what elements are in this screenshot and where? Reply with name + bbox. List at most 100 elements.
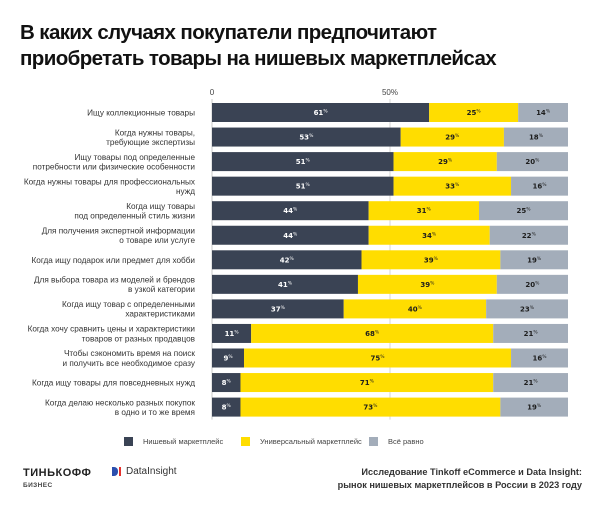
bar-segment-niche [212, 373, 241, 393]
data-label-niche: 42% [280, 256, 295, 265]
data-label-niche: 51% [296, 182, 311, 191]
bar-segment-universal [400, 127, 504, 147]
bar-segment-universal [361, 250, 501, 270]
bar-segment-indifferent [500, 250, 568, 270]
data-label-indifferent: 19% [527, 256, 542, 265]
category-label: потребности или физические особенности [33, 162, 195, 171]
legend: Нишевый маркетплейс Универсальный маркет… [124, 437, 424, 446]
bar-segment-indifferent [500, 397, 568, 417]
data-label-universal: 39% [424, 256, 439, 265]
data-label-universal: 73% [363, 403, 378, 412]
category-label: нужд [176, 187, 195, 196]
bar-segment-niche [212, 299, 344, 319]
data-label-indifferent: 14% [536, 109, 551, 118]
bar-segment-indifferent [486, 299, 568, 319]
bar-segment-indifferent [503, 127, 568, 147]
category-label: Когда нужны товары, [115, 128, 195, 137]
data-label-universal: 25% [467, 109, 482, 118]
bar-segment-niche [212, 127, 401, 147]
legend-item-universal: Универсальный маркетплейс [241, 437, 369, 446]
data-label-indifferent: 20% [525, 158, 540, 167]
data-label-universal: 34% [422, 231, 437, 240]
data-label-niche: 53% [299, 133, 314, 142]
bar-segment-niche [212, 176, 394, 196]
datainsight-logo: DataInsight [112, 466, 177, 477]
data-label-universal: 33% [445, 182, 460, 191]
bar-segment-universal [251, 323, 494, 343]
data-label-indifferent: 19% [527, 403, 542, 412]
bar-segment-universal [393, 152, 497, 172]
data-label-niche: 9% [223, 354, 233, 363]
data-label-universal: 75% [371, 354, 386, 363]
chart-title-line-1: В каких случаях покупатели предпочитают [20, 21, 437, 44]
bar-segment-universal [393, 176, 512, 196]
data-label-niche: 8% [222, 403, 232, 412]
bar-segment-indifferent [496, 274, 568, 294]
bar-segment-universal [343, 299, 487, 319]
chart-title-line-2: приобретать товары на нишевых маркетплей… [20, 47, 497, 70]
data-label-niche: 37% [271, 305, 286, 314]
source-note: Исследование Tinkoff eCommerce и Data In… [338, 466, 582, 492]
data-label-indifferent: 18% [529, 133, 544, 142]
bar-segment-universal [357, 274, 497, 294]
data-label-niche: 61% [314, 109, 329, 118]
category-label: характеристиками [125, 310, 195, 319]
source-line-1: Исследование Tinkoff eCommerce и Data In… [361, 467, 582, 477]
data-label-niche: 51% [296, 158, 311, 167]
category-label: в узкой категории [128, 285, 195, 294]
brand-main: ТИНЬКОФФ [23, 467, 92, 479]
tinkoff-business-logo: ТИНЬКОФФ БИЗНЕС [23, 467, 91, 489]
data-label-indifferent: 20% [525, 280, 540, 289]
category-label: Когда нужны товары для профессиональных [24, 177, 195, 186]
chart-title: В каких случаях покупатели предпочитают … [20, 20, 590, 72]
data-label-universal: 39% [420, 280, 435, 289]
bar-segment-niche [212, 201, 369, 221]
bar-segment-universal [240, 397, 501, 417]
data-label-indifferent: 25% [516, 207, 531, 216]
datainsight-icon [112, 467, 122, 476]
bar-segment-universal [240, 373, 494, 393]
bar-segment-niche [212, 152, 394, 172]
x-tick-label-0: 0 [210, 88, 215, 97]
category-label: под определенный стиль жизни [74, 212, 195, 221]
data-label-universal: 68% [365, 329, 380, 338]
data-label-indifferent: 21% [524, 329, 539, 338]
bar-segment-niche [212, 250, 362, 270]
data-label-indifferent: 16% [533, 182, 548, 191]
legend-item-indifferent: Всё равно [369, 437, 424, 446]
category-label: Когда ищу товары [126, 202, 195, 211]
data-label-niche: 44% [283, 231, 298, 240]
data-label-indifferent: 16% [533, 354, 548, 363]
bar-segment-universal [244, 348, 512, 368]
category-label: Для выбора товара из моделей и брендов [34, 276, 195, 285]
bar-segment-indifferent [493, 373, 568, 393]
bar-segment-indifferent [493, 323, 568, 343]
bar-segment-indifferent [496, 152, 568, 172]
data-label-universal: 31% [417, 207, 432, 216]
bar-segment-universal [368, 225, 490, 245]
bar-segment-indifferent [489, 225, 568, 245]
category-label: о товаре или услуге [119, 236, 195, 245]
bar-segment-niche [212, 397, 241, 417]
category-label: Чтобы сэкономить время на поиск [64, 349, 195, 358]
legend-label-indifferent: Всё равно [388, 437, 424, 446]
bar-segment-niche [212, 103, 430, 122]
bar-segment-indifferent [518, 103, 568, 122]
data-label-universal: 29% [438, 158, 453, 167]
category-label: Когда ищу товары для повседневных нужд [32, 379, 195, 388]
category-label: Когда ищу подарок или предмет для хобби [32, 256, 195, 265]
bar-segment-niche [212, 323, 252, 343]
x-tick-label-50: 50% [382, 88, 398, 97]
category-label: Ищу коллекционные товары [87, 109, 195, 118]
legend-label-niche: Нишевый маркетплейс [143, 437, 224, 446]
stacked-bar-chart: 0 50% Ищу коллекционные товары 61% 25% 14% Ког… [24, 88, 568, 420]
data-label-niche: 11% [225, 329, 240, 338]
legend-swatch-universal [241, 437, 250, 446]
category-label: Когда делаю несколько разных покупок [45, 398, 195, 407]
legend-swatch-indifferent [369, 437, 378, 446]
data-label-universal: 40% [408, 305, 423, 314]
data-label-niche: 8% [222, 379, 232, 388]
bar-segment-universal [368, 201, 479, 221]
category-label: Когда ищу товар с определенными [62, 300, 195, 309]
bar-segment-universal [429, 103, 519, 122]
